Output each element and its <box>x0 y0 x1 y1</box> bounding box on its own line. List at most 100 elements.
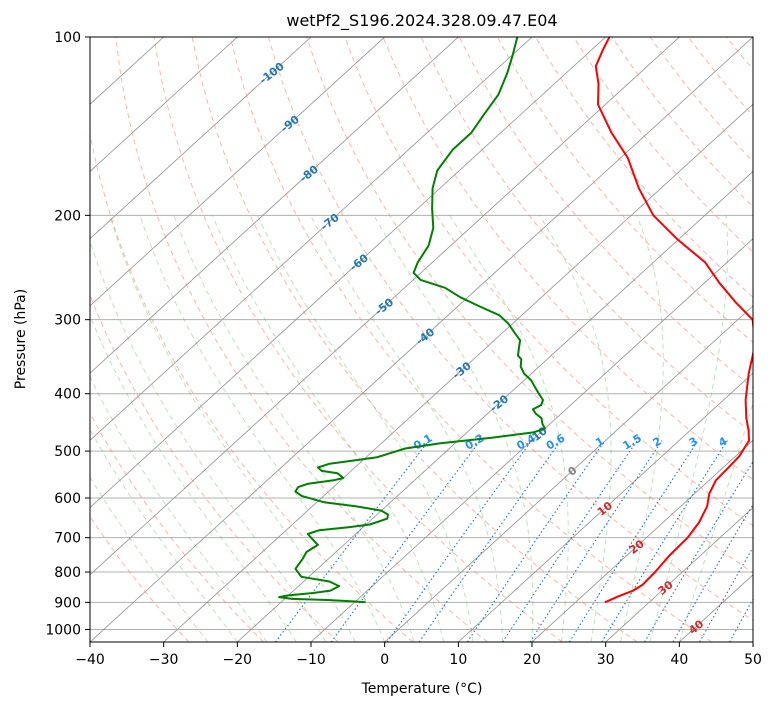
mixing-ratio-label: 2 <box>651 435 664 450</box>
isotherm-line <box>90 37 533 441</box>
dry-adiabat-line <box>268 37 753 622</box>
x-tick-label: 10 <box>449 652 467 668</box>
data-lines <box>278 37 753 604</box>
dry-adiabat-line <box>306 37 753 574</box>
isotherm-line <box>310 238 753 642</box>
mixing-ratio-line <box>601 440 728 642</box>
mixing-ratio-line <box>502 440 638 642</box>
y-tick-label: 400 <box>54 387 81 403</box>
mixing-ratio-label: 0.1 <box>411 432 434 453</box>
dry-adiabat-line <box>90 293 339 642</box>
x-tick-label: 50 <box>744 652 762 668</box>
isotherm-line <box>90 37 753 642</box>
dewpoint-profile-line <box>278 37 546 604</box>
mixing-ratio-line <box>418 440 562 642</box>
mixing-ratio-line <box>466 440 606 642</box>
chart-title: wetPf2_S196.2024.328.09.47.E04 <box>286 11 557 31</box>
isotherm-line <box>752 641 753 642</box>
moist-adiabat-line <box>373 215 534 642</box>
mixing-ratio-line <box>330 440 481 642</box>
mixing-ratio-label: 4 <box>716 434 729 449</box>
mixing-ratio-line <box>569 440 699 642</box>
moist-adiabat-line <box>90 314 297 642</box>
moist-adiabat-line <box>109 215 356 642</box>
moist-adiabat-line <box>449 215 569 642</box>
moist-adiabat-line <box>173 215 415 642</box>
moist-adiabat-line <box>257 215 474 642</box>
dry-adiabat-line <box>458 37 753 389</box>
mixing-ratio-label: 1 <box>593 435 606 450</box>
moist-adiabat-line <box>619 215 664 642</box>
mixing-ratio-line <box>529 440 663 642</box>
isotherm-line <box>90 37 459 374</box>
mixing-ratio-line <box>386 440 533 642</box>
moist-adiabat-line <box>90 239 327 642</box>
mixing-ratio-line <box>729 597 753 642</box>
x-tick-label: −10 <box>296 652 326 668</box>
isotherm-line <box>90 37 680 576</box>
y-tick-label: 600 <box>54 491 81 507</box>
mixing-ratio-line <box>699 546 753 642</box>
dry-adiabat-line <box>229 37 712 642</box>
y-tick-label: 200 <box>54 208 81 224</box>
isotherm-line <box>237 170 753 642</box>
moist-adiabat-line <box>90 428 238 642</box>
isotherm-line <box>163 103 753 642</box>
dry-adiabat-line <box>535 37 753 298</box>
moist-adiabat-line <box>649 215 728 642</box>
moist-adiabat-line <box>90 375 268 642</box>
dry-adiabat-line <box>496 37 753 344</box>
mixing-ratio-line <box>672 503 753 642</box>
mixing-ratio-line <box>275 440 430 642</box>
x-tick-label: 40 <box>670 652 688 668</box>
x-tick-label: −20 <box>223 652 253 668</box>
axis-ticks: −40 −30 −20 −10 0 10 20 30 40 50 100 200 300 400 500 60… <box>45 30 762 668</box>
y-tick-label: 300 <box>54 313 81 329</box>
isotherm-line <box>90 37 606 509</box>
y-tick-label: 100 <box>54 30 81 46</box>
dry-adiabat-line <box>90 131 414 642</box>
x-tick-label: 30 <box>597 652 615 668</box>
isotherm-line <box>90 37 385 307</box>
dry-adiabat-line <box>153 37 563 642</box>
isotherm-line <box>531 439 753 642</box>
y-tick-label: 800 <box>54 565 81 581</box>
x-tick-label: 20 <box>523 652 541 668</box>
mixing-ratio-line <box>755 441 775 642</box>
y-tick-label: 500 <box>54 444 81 460</box>
isotherm-line <box>90 37 312 240</box>
moist-adiabat-line <box>678 401 753 642</box>
x-tick-label: 0 <box>380 652 389 668</box>
dry-adiabat-line <box>687 37 753 117</box>
line-labels: 0.10.20.40.611.52346810131620253036-100-… <box>257 60 768 638</box>
dry-adiabat-line <box>90 412 264 642</box>
mixing-ratio-line <box>644 460 753 642</box>
moist-adiabat-line <box>310 215 503 642</box>
moist-adiabat-line <box>90 476 209 642</box>
mixing-ratio-label: 6 <box>755 434 768 449</box>
y-tick-label: 900 <box>54 595 81 611</box>
dry-adiabat-line <box>765 37 775 642</box>
mixing-ratio-label: 3 <box>687 435 700 450</box>
background-lines <box>90 37 775 642</box>
dry-adiabat-line <box>191 37 638 642</box>
dry-adiabat-line <box>90 515 190 642</box>
plot-frame <box>89 36 754 643</box>
isotherm-line <box>90 37 238 172</box>
isotherm-line <box>384 305 753 642</box>
dry-adiabat-line <box>115 37 488 642</box>
x-tick-label: −30 <box>149 652 179 668</box>
y-tick-label: 700 <box>54 531 81 547</box>
mixing-ratio-label: 1.5 <box>621 432 644 453</box>
isotherm-line <box>605 507 753 642</box>
mixing-ratio-label: 0.2 <box>463 432 486 453</box>
x-tick-label: −40 <box>75 652 105 668</box>
dry-adiabat-line <box>649 37 753 163</box>
temperature-profile-line <box>594 37 753 604</box>
moist-adiabat-line <box>139 215 386 642</box>
y-axis-label: Pressure (hPa) <box>13 289 29 389</box>
x-axis-label: Temperature (°C) <box>361 681 483 697</box>
moist-adiabat-line <box>539 215 612 642</box>
dry-adiabat-line <box>344 37 753 527</box>
